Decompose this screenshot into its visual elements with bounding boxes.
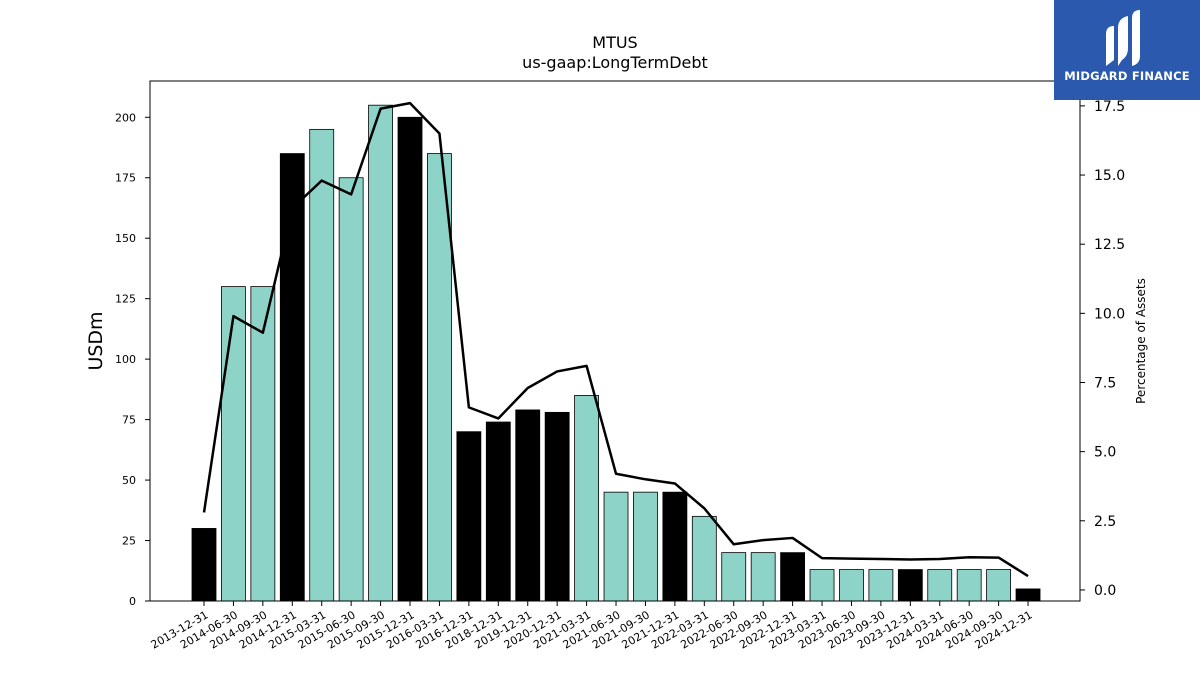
bar-2022-09-30 (750, 552, 776, 602)
y2-tick-label: 7.5 (1094, 375, 1116, 391)
y2-tick-label: 17.5 (1094, 99, 1125, 115)
plot-frame (149, 80, 1081, 602)
bar-2024-06-30 (956, 569, 982, 602)
y2-tick-label: 10.0 (1094, 306, 1125, 322)
line-layer (202, 101, 1029, 578)
y-axis-ticks: 0 25 50 75 100 125 150 175 200 (115, 111, 150, 608)
bar-2014-12-31 (279, 153, 305, 602)
bar-2024-12-31 (1015, 588, 1041, 602)
y2-axis-label: Percentage of Assets (1134, 278, 1148, 404)
y2-axis-ticks: 0.0 2.5 5.0 7.5 10.0 12.5 15.0 17.5 (1080, 99, 1125, 599)
logo-text: MIDGARD FINANCE (1064, 69, 1190, 83)
bar-2023-09-30 (868, 569, 894, 602)
bar-2018-12-31 (485, 421, 511, 602)
bar-2016-03-31 (427, 153, 452, 602)
y-tick-label: 150 (115, 232, 136, 245)
y2-tick-label: 0.0 (1094, 583, 1116, 599)
logo-mark-icon (1106, 10, 1140, 66)
y2-tick-label: 2.5 (1094, 514, 1116, 530)
x-axis-ticks: 2013-12-312014-06-302014-09-302014-12-31… (149, 601, 1035, 652)
bar-2023-06-30 (839, 569, 864, 602)
y-tick-label: 75 (122, 414, 136, 427)
bars-group (191, 104, 1041, 602)
bar-2015-12-31 (397, 116, 423, 602)
bar-2021-06-30 (603, 491, 629, 602)
y-tick-label: 125 (115, 293, 136, 306)
y2-tick-label: 5.0 (1094, 445, 1116, 461)
chart-title: MTUS (592, 33, 637, 52)
bar-2022-12-31 (780, 552, 805, 602)
midgard-finance-logo: MIDGARD FINANCE (1054, 0, 1200, 100)
y2-tick-label: 15.0 (1094, 168, 1125, 184)
bar-2021-03-31 (574, 395, 599, 602)
y-tick-label: 100 (115, 353, 136, 366)
bar-2015-03-31 (309, 128, 335, 602)
bar-2022-06-30 (721, 552, 747, 602)
y-tick-label: 50 (122, 474, 136, 487)
bar-2022-03-31 (691, 515, 717, 602)
y-tick-label: 0 (129, 595, 136, 608)
y-tick-label: 200 (115, 111, 136, 124)
y-axis-label: USDm (85, 311, 107, 370)
bar-2015-06-30 (338, 177, 364, 602)
y-tick-label: 25 (122, 535, 136, 548)
chart-subtitle: us-gaap:LongTermDebt (522, 53, 708, 72)
bar-2020-12-31 (544, 411, 570, 602)
bar-2019-12-31 (515, 409, 541, 602)
bar-2023-03-31 (809, 569, 835, 602)
y-tick-label: 175 (115, 172, 136, 185)
bar-2015-09-30 (368, 104, 393, 602)
bar-2021-09-30 (633, 491, 658, 602)
bar-2021-12-31 (662, 491, 688, 602)
bar-2024-03-31 (927, 569, 953, 602)
y2-tick-label: 12.5 (1094, 237, 1125, 253)
bar-2016-12-31 (456, 431, 482, 602)
line-percentage-of-assets (202, 101, 1029, 578)
bar-2014-06-30 (221, 286, 246, 602)
bar-2014-09-30 (250, 286, 276, 602)
bar-2024-09-30 (986, 569, 1012, 602)
bar-2023-12-31 (897, 569, 923, 602)
bar-2013-12-31 (191, 528, 217, 602)
